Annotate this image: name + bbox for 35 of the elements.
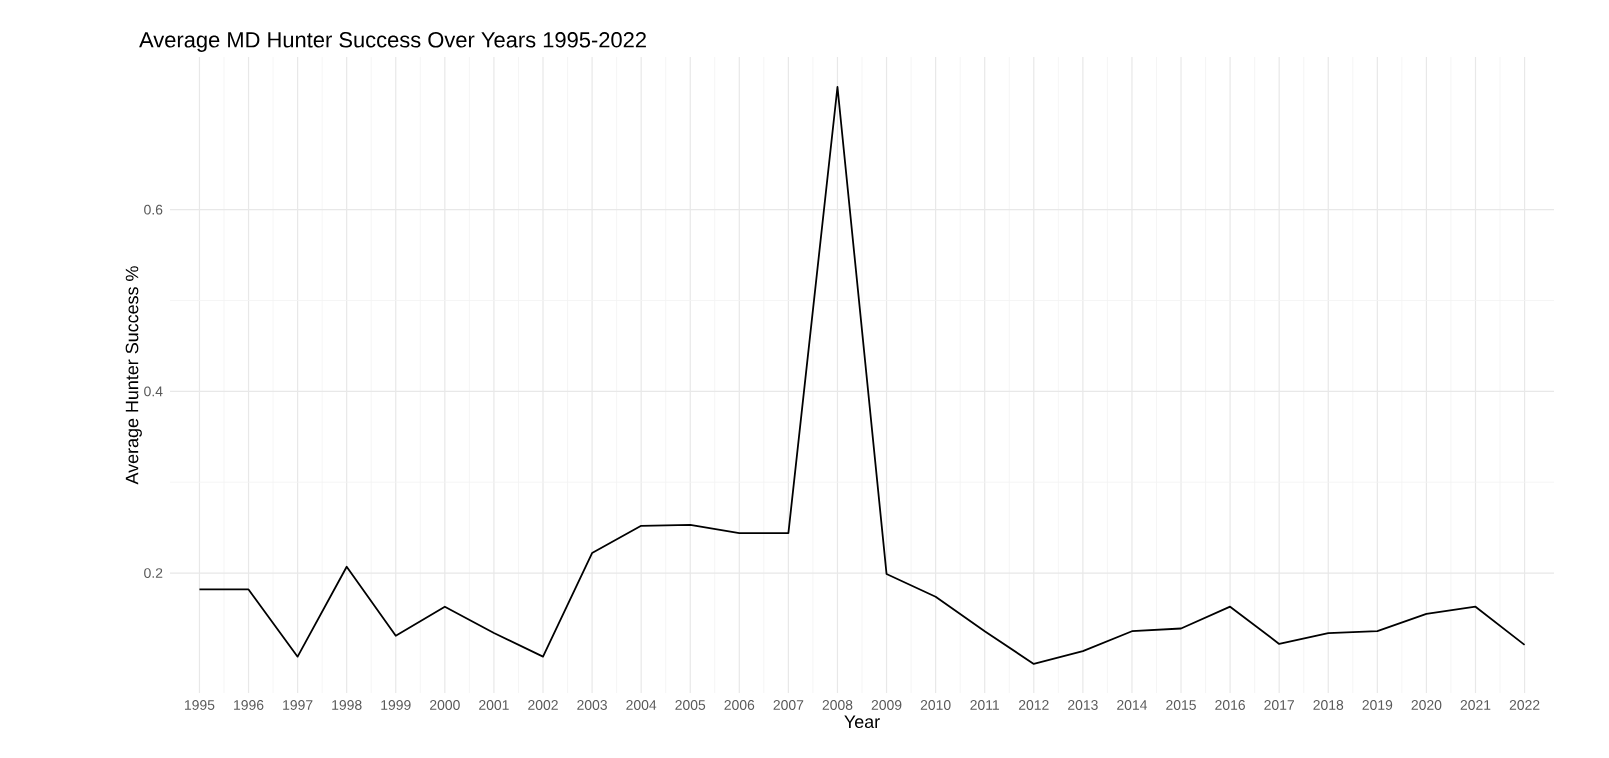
x-tick-label: 2008 (822, 700, 853, 710)
x-tick-label: 1995 (185, 700, 215, 710)
x-tick-label: 2005 (675, 700, 706, 710)
y-axis-title: Average Hunter Success % (125, 266, 142, 485)
x-tick-label: 2001 (479, 700, 509, 710)
x-tick-label: 2022 (1509, 700, 1540, 710)
x-tick-label: 2021 (1460, 700, 1491, 710)
x-tick-label: 2019 (1362, 700, 1393, 710)
x-tick-label: 2013 (1068, 700, 1098, 710)
x-tick-label: 2012 (1018, 700, 1049, 710)
y-tick-label: 0.6 (144, 204, 163, 215)
x-tick-label: 2007 (773, 700, 804, 710)
x-tick-label: 1997 (283, 700, 313, 710)
x-tick-label: 2010 (920, 700, 951, 710)
y-tick-label: 0.4 (144, 386, 163, 397)
x-tick-label: 2000 (430, 700, 460, 710)
x-tick-label: 2018 (1313, 700, 1344, 710)
y-tick-label: 0.2 (144, 568, 163, 578)
x-tick-label: 2006 (724, 700, 755, 710)
chart-title: Average MD Hunter Success Over Years 1995-2022 (139, 32, 646, 52)
x-tick-label: 2014 (1117, 700, 1148, 710)
x-tick-label: 2016 (1215, 700, 1245, 710)
x-axis-title: Year (844, 715, 880, 729)
x-tick-label: 2015 (1166, 700, 1196, 710)
x-tick-label: 1998 (332, 700, 362, 710)
x-tick-label: 2009 (871, 700, 902, 710)
x-tick-label: 1999 (381, 700, 411, 710)
x-tick-label: 2017 (1264, 700, 1294, 710)
x-tick-label: 1996 (234, 700, 264, 710)
x-tick-label: 2003 (577, 700, 607, 710)
line-series (198, 86, 1526, 665)
x-tick-label: 2004 (626, 700, 657, 710)
x-tick-label: 2020 (1411, 700, 1442, 710)
x-tick-label: 2011 (970, 700, 1000, 710)
x-tick-label: 2002 (528, 700, 558, 710)
